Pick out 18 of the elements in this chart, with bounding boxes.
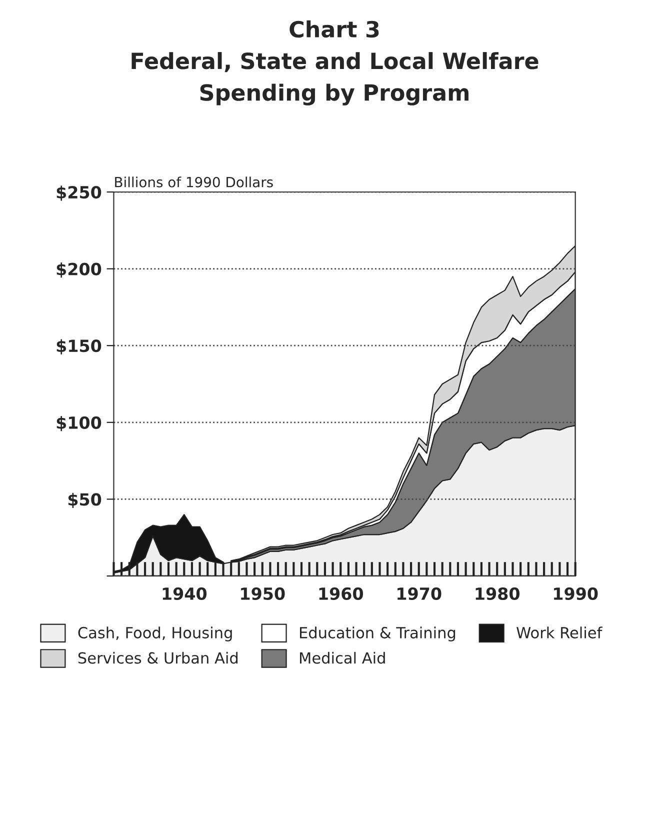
legend-label: Services & Urban Aid bbox=[78, 652, 238, 664]
y-tick-label: $150 bbox=[56, 339, 102, 354]
x-tick-label: 1980 bbox=[476, 587, 520, 600]
y-tick-label: $200 bbox=[56, 262, 102, 278]
x-tick-label: 1950 bbox=[241, 587, 285, 600]
x-tick-label: 1940 bbox=[162, 587, 207, 600]
y-tick-label: $50 bbox=[68, 492, 102, 508]
legend-label: Medical Aid bbox=[300, 652, 385, 664]
legend-label: Work Relief bbox=[516, 626, 602, 638]
y-tick-label: $100 bbox=[56, 416, 102, 432]
legend-label: Cash, Food, Housing bbox=[78, 626, 232, 642]
x-tick-label: 1960 bbox=[319, 587, 364, 600]
y-axis-title: Billions of 1990 Dollars bbox=[115, 176, 273, 188]
y-tick-label: $250 bbox=[56, 186, 102, 201]
chart-title: Chart 3 Federal, State and Local Welfare Spending by Program bbox=[132, 20, 538, 106]
x-tick-label: 1970 bbox=[398, 587, 442, 600]
x-tick-label: 1990 bbox=[554, 587, 598, 600]
legend-label: Education & Training bbox=[300, 626, 456, 642]
